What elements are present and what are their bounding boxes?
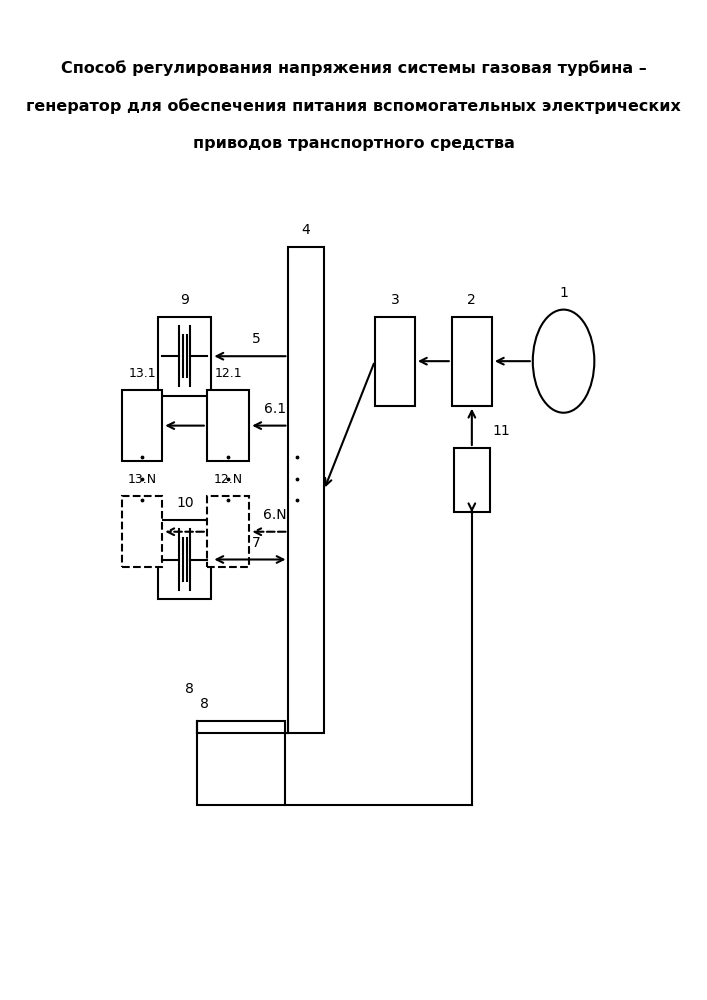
Bar bbox=[158, 317, 211, 396]
Bar bbox=[454, 448, 489, 512]
Bar bbox=[206, 496, 250, 567]
Text: 6.N: 6.N bbox=[263, 508, 286, 522]
Text: 1: 1 bbox=[559, 286, 568, 300]
Bar bbox=[122, 390, 163, 461]
Text: 3: 3 bbox=[390, 293, 399, 307]
Circle shape bbox=[533, 310, 595, 413]
Text: 6.1: 6.1 bbox=[264, 402, 286, 416]
Bar bbox=[452, 317, 492, 406]
Text: 7: 7 bbox=[252, 536, 260, 550]
Text: 12.1: 12.1 bbox=[214, 367, 242, 380]
Bar bbox=[375, 317, 415, 406]
Text: 9: 9 bbox=[180, 293, 189, 307]
Bar bbox=[122, 496, 163, 567]
Text: 8: 8 bbox=[199, 697, 209, 711]
Bar bbox=[158, 520, 211, 599]
Text: Способ регулирования напряжения системы газовая турбина –: Способ регулирования напряжения системы … bbox=[61, 61, 646, 76]
Text: 10: 10 bbox=[176, 496, 194, 510]
Text: 5: 5 bbox=[252, 332, 260, 346]
Text: 11: 11 bbox=[493, 424, 510, 438]
Text: 13.1: 13.1 bbox=[129, 367, 156, 380]
Text: 12.N: 12.N bbox=[214, 473, 243, 486]
Bar bbox=[288, 247, 324, 733]
Text: приводов транспортного средства: приводов транспортного средства bbox=[192, 136, 515, 151]
Text: 4: 4 bbox=[302, 223, 310, 237]
Bar bbox=[197, 721, 286, 805]
Text: 2: 2 bbox=[467, 293, 477, 307]
Text: 8: 8 bbox=[185, 682, 194, 696]
Text: 13.N: 13.N bbox=[128, 473, 157, 486]
Bar bbox=[206, 390, 250, 461]
Text: генератор для обеспечения питания вспомогательных электрических: генератор для обеспечения питания вспомо… bbox=[26, 98, 681, 114]
